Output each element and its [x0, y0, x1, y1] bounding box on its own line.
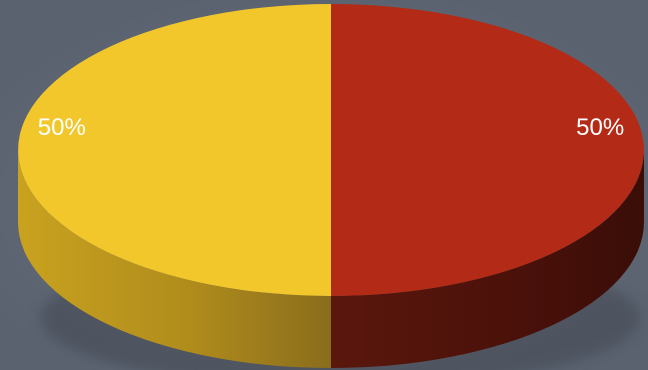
pie-slice-side-1	[331, 150, 644, 368]
pie-slice-side-2	[18, 150, 331, 368]
data-label-1: 50%	[576, 114, 624, 141]
data-label-2: 50%	[38, 114, 86, 141]
pie-slice-1[interactable]	[331, 4, 644, 296]
pie-slice-2[interactable]	[18, 4, 331, 296]
